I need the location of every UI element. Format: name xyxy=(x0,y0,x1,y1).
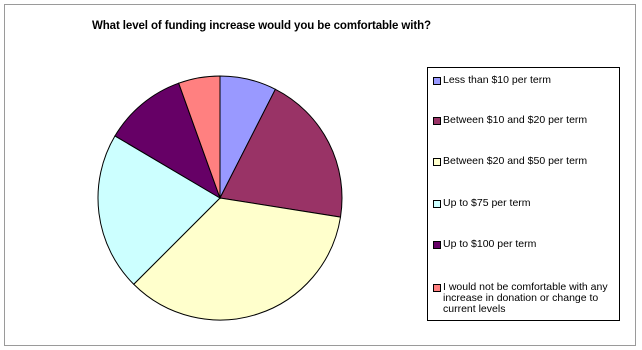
chart-title: What level of funding increase would you… xyxy=(92,20,431,32)
legend-swatch xyxy=(433,77,441,85)
legend-swatch xyxy=(433,117,441,125)
legend-label: Between $10 and $20 per term xyxy=(443,114,588,126)
pie-slice-5 xyxy=(114,82,221,200)
legend-swatch xyxy=(433,284,441,292)
legend-label: Up to $100 per term xyxy=(443,238,537,250)
legend-swatch xyxy=(433,241,441,249)
legend-item: I would not be comfortable with any incr… xyxy=(433,282,617,315)
legend-item: Up to $100 per term xyxy=(433,239,617,250)
legend-item: Between $10 and $20 per term xyxy=(433,115,617,126)
legend-label: Between $20 and $50 per term xyxy=(443,155,588,167)
legend-swatch xyxy=(433,158,441,166)
legend-item: Less than $10 per term xyxy=(433,75,617,86)
legend-label: Less than $10 per term xyxy=(443,74,551,86)
pie-slice-6 xyxy=(178,75,221,199)
legend-item: Up to $75 per term xyxy=(433,198,617,209)
pie-slice-3 xyxy=(133,197,342,321)
legend-label: Up to $75 per term xyxy=(443,197,531,209)
legend-item: Between $20 and $50 per term xyxy=(433,156,617,167)
legend-swatch xyxy=(433,200,441,208)
pie-slice-4 xyxy=(97,135,221,285)
pie-slice-2 xyxy=(219,88,343,218)
legend: Less than $10 per term Between $10 and $… xyxy=(427,67,620,321)
legend-label: I would not be comfortable with any incr… xyxy=(443,281,608,315)
